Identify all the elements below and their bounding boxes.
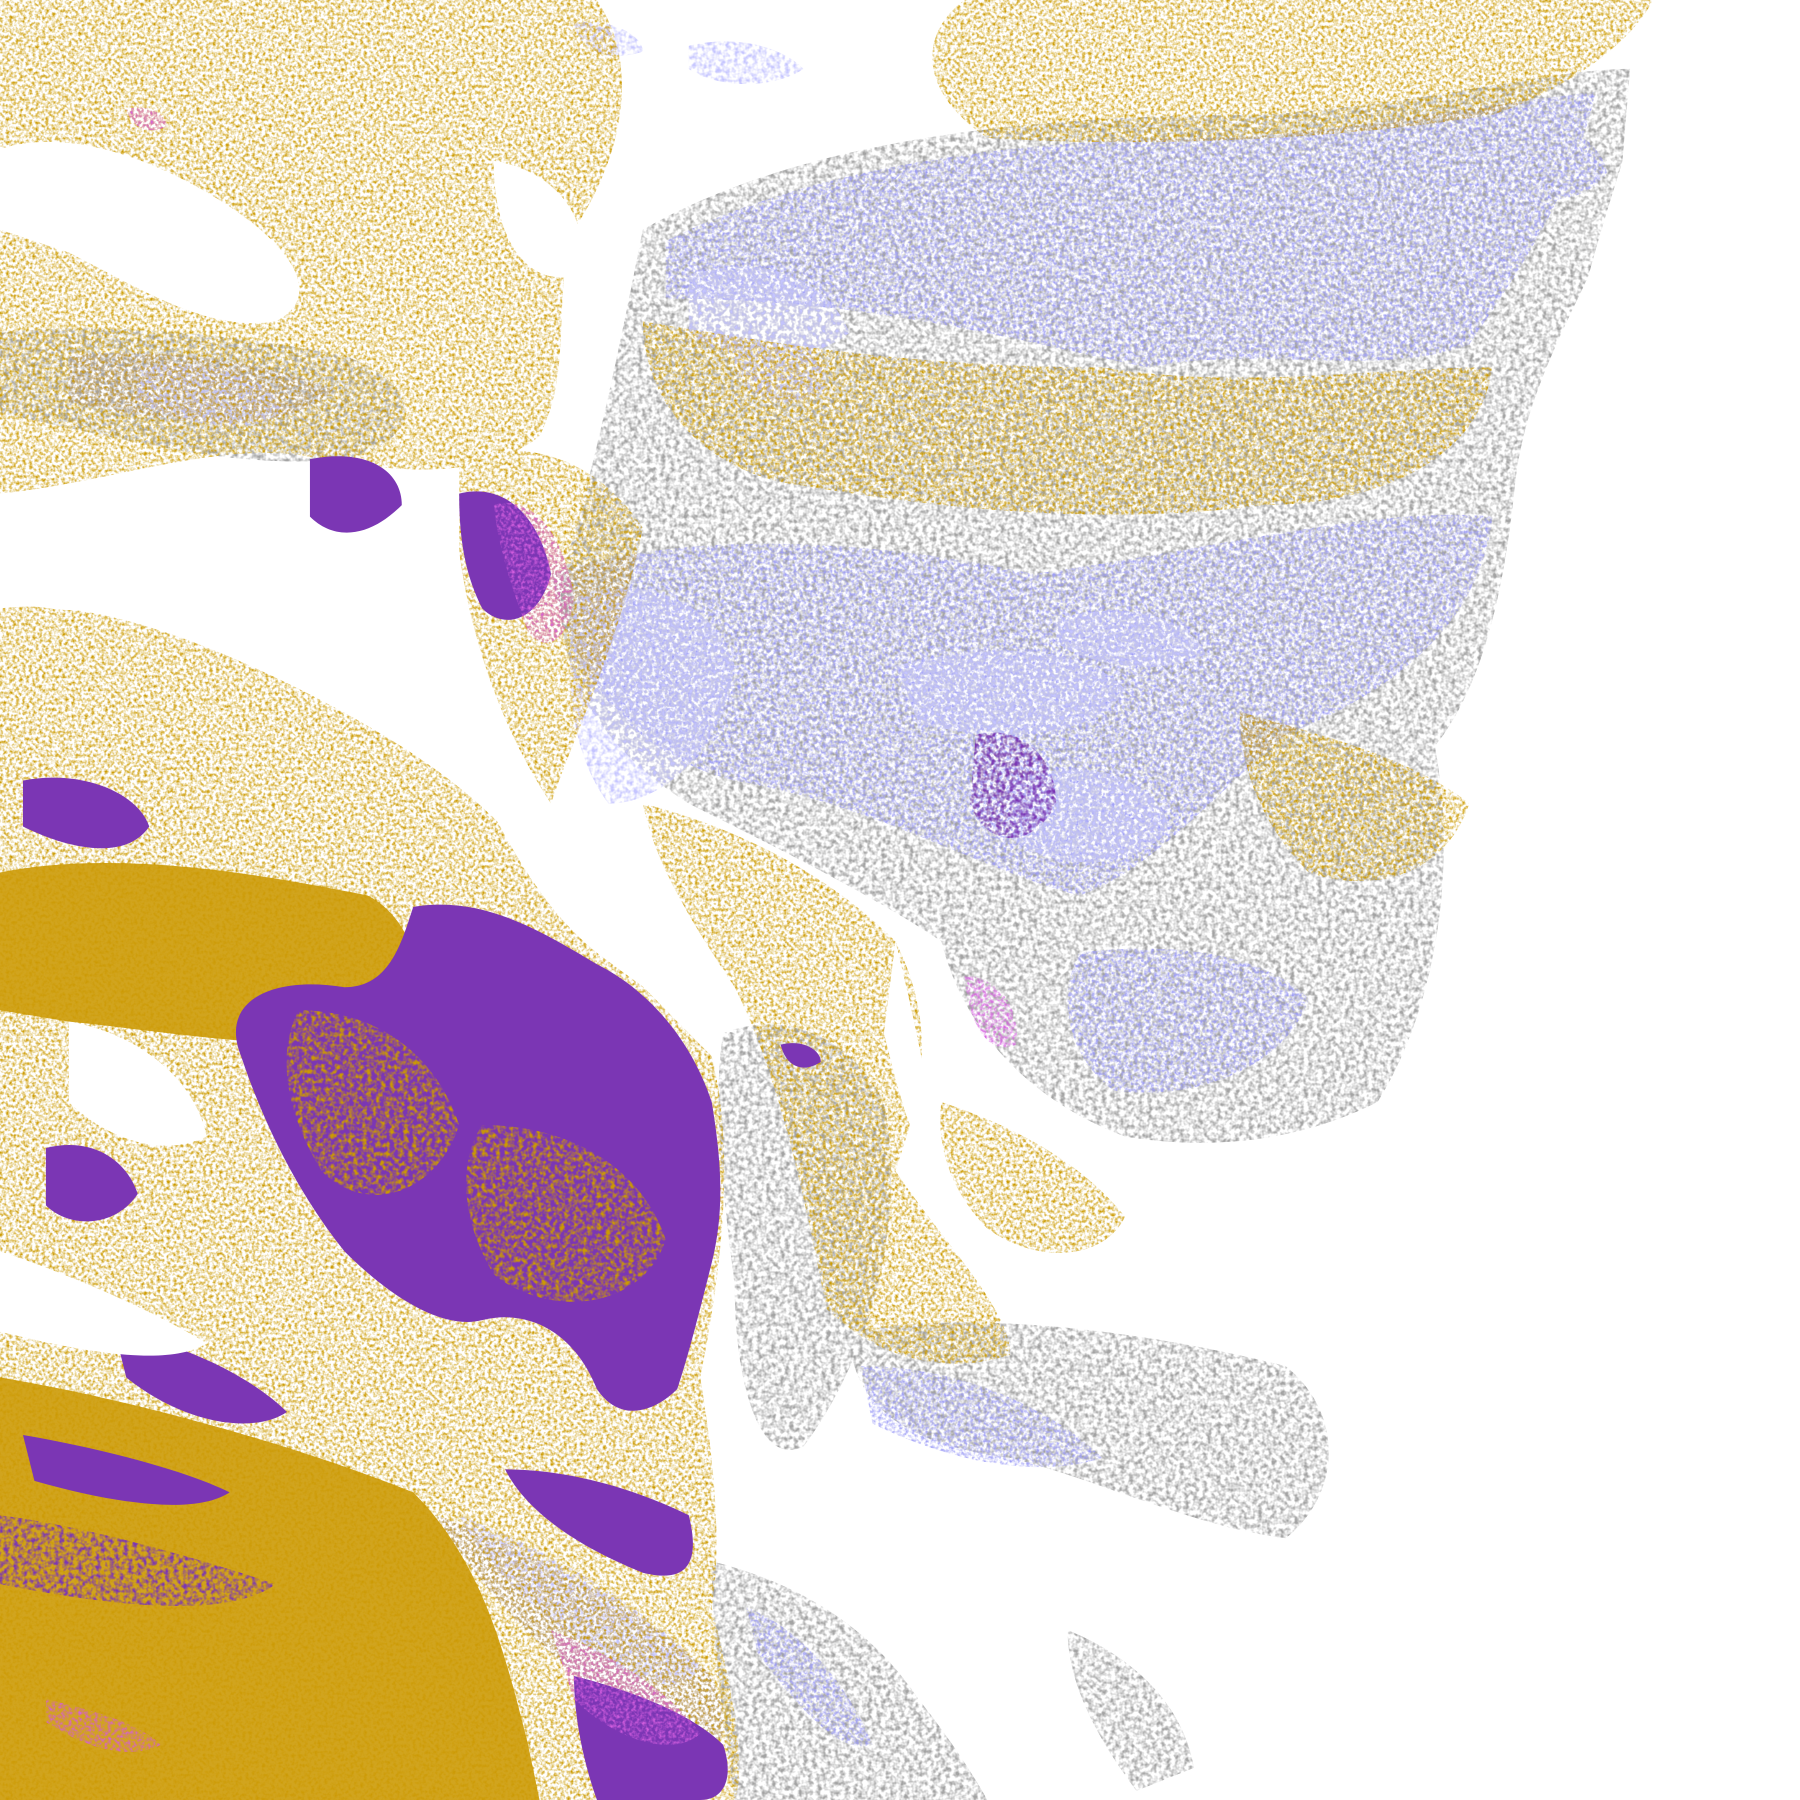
- purple-speckle-layer: [0, 732, 1057, 1606]
- magenta-class-layer: [45, 107, 1017, 1752]
